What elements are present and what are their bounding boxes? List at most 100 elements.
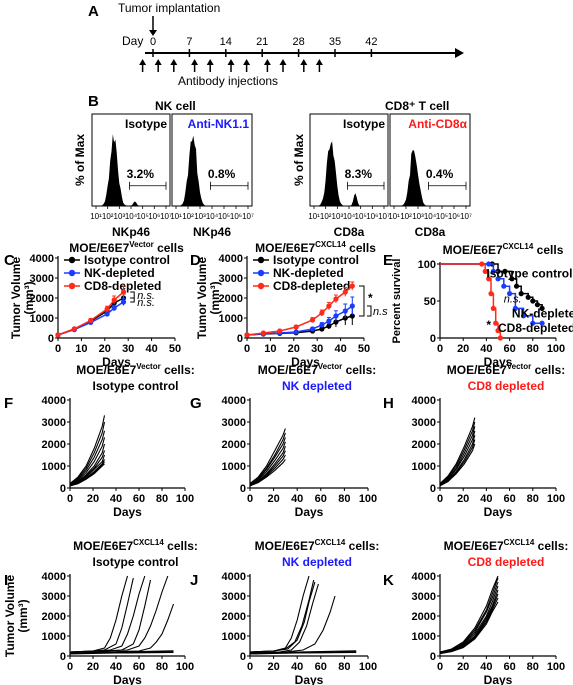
chart-title: MOE/E6E7Vector cells — [69, 240, 184, 255]
injection-arrowhead — [191, 59, 199, 65]
y-tick-label: 1000 — [219, 313, 243, 325]
x-tick-label: 80 — [527, 493, 539, 505]
data-point — [293, 329, 299, 335]
data-point — [120, 289, 127, 295]
x-tick-label: 60 — [503, 661, 515, 673]
histogram-frame — [91, 113, 171, 207]
significance-star: * — [486, 318, 491, 332]
x-tick-label: 10³ — [194, 212, 206, 221]
x-tick-label: 0 — [437, 343, 443, 355]
x-tick-label: 10⁴ — [125, 212, 138, 221]
panel-letter: E — [383, 252, 393, 269]
data-point — [111, 305, 117, 311]
x-tick-label: 60 — [503, 343, 515, 355]
y-tick-label: 1000 — [412, 461, 436, 473]
x-axis-label: Days — [102, 355, 131, 369]
injection-arrowhead — [154, 59, 162, 65]
x-tick-label: 60 — [315, 493, 327, 505]
data-point — [319, 326, 325, 332]
legend-marker — [257, 269, 265, 277]
x-tick-label: 80 — [527, 661, 539, 673]
histogram-4: 0.4% Anti-CD8α 10¹ 10² 10³ 10⁴ 10⁵ 10⁶ 10⁷ CD8a — [388, 113, 472, 239]
survival-point — [520, 313, 527, 319]
legend-marker — [68, 282, 76, 290]
y-axis-unit: (mm³) — [208, 281, 222, 314]
data-point — [333, 313, 339, 319]
chart-subtitle: NK depleted — [282, 379, 352, 393]
data-point — [319, 322, 325, 328]
panel-letter: I — [4, 572, 8, 589]
histogram-label: Anti-CD8α — [408, 117, 467, 131]
x-tick-label: 10⁵ — [355, 212, 367, 221]
x-tick-label: 60 — [315, 661, 327, 673]
y-tick-label: 0 — [430, 651, 436, 663]
y-tick-label: 0 — [430, 333, 436, 345]
x-tick-label: 80 — [527, 343, 539, 355]
day-tick-label: 28 — [292, 36, 304, 48]
antibody-injections-label: Antibody injections — [178, 74, 278, 88]
x-tick-label: 10⁶ — [366, 212, 378, 221]
tumor-growth-curve — [249, 650, 357, 654]
series-nk-depleted — [440, 261, 545, 326]
survival-point — [530, 320, 536, 326]
chart-f: F0 20 40 60 80 10001000200030004000DaysMOE/E6… — [4, 362, 195, 519]
tumor-growth-curve — [69, 575, 146, 653]
x-axis-label: Days — [113, 673, 142, 685]
x-tick-label: 0 — [67, 661, 73, 673]
x-tick-label: 10³ — [114, 212, 126, 221]
y-tick-label: 4000 — [412, 395, 436, 407]
panel-letter-a: A — [88, 3, 99, 20]
x-axis-label: Days — [113, 505, 142, 519]
chart-d: D 0 10 20 30 40 50 0 1000 2000 3000 4000 Days Tumor V… — [190, 240, 388, 369]
y-tick-label: 0 — [240, 651, 246, 663]
x-tick-label: 40 — [145, 343, 157, 355]
data-point — [349, 283, 355, 289]
chart-c: C 0 10 20 30 40 50 0 1000 2000 3000 4000 Days Tumor V… — [4, 240, 184, 369]
x-tick-label: 80 — [338, 661, 350, 673]
y-tick-label: 2000 — [30, 293, 54, 305]
data-point — [309, 317, 316, 323]
x-tick-label: 60 — [133, 493, 145, 505]
data-point — [333, 296, 339, 302]
legend-label: NK-depleted — [84, 266, 155, 280]
day-tick-label: 7 — [186, 36, 192, 48]
injection-arrowhead — [279, 59, 287, 65]
x-axis-label: Days — [484, 355, 513, 369]
panel-letter: J — [190, 572, 198, 589]
injection-arrowhead — [243, 59, 251, 65]
bracket — [358, 285, 365, 317]
y-tick-label: 2000 — [42, 611, 66, 623]
injection-arrowhead — [139, 59, 147, 65]
data-point — [326, 303, 332, 309]
legend-marker — [257, 256, 265, 264]
histogram-xlabel: CD8a — [334, 225, 365, 239]
injection-arrowhead — [315, 59, 323, 65]
histogram-frame — [389, 113, 471, 207]
x-tick-label: 10⁴ — [206, 212, 219, 221]
y-tick-label: 4000 — [412, 571, 436, 583]
y-tick-label: 1000 — [412, 631, 436, 643]
tumor-growth-curve — [249, 450, 286, 487]
x-tick-label: 10⁷ — [242, 212, 254, 221]
y-axis-label: Tumor Volume — [195, 257, 209, 340]
histogram-distribution — [172, 135, 252, 206]
day-tick-label: 21 — [256, 36, 268, 48]
data-point — [349, 313, 355, 319]
survival-point — [512, 305, 519, 311]
x-tick-label: 30 — [311, 343, 323, 355]
x-tick-label: 10¹ — [388, 212, 400, 221]
x-axis-label: Days — [295, 673, 324, 685]
panel-letter: H — [383, 395, 394, 412]
y-axis-label: Tumor Volume — [3, 575, 17, 658]
data-point — [293, 324, 299, 330]
y-tick-label: 0 — [237, 333, 243, 345]
x-tick-label: 40 — [480, 343, 492, 355]
histogram-label: Isotype — [125, 117, 167, 131]
data-point — [333, 319, 339, 325]
series-line — [246, 285, 353, 336]
tumor-growth-curve — [439, 443, 476, 487]
x-tick-label: 40 — [480, 661, 492, 673]
panel-b: B NK cell CD8⁺ T cell % of Max % of Max … — [73, 93, 472, 239]
x-tick-label: 10 — [75, 343, 87, 355]
